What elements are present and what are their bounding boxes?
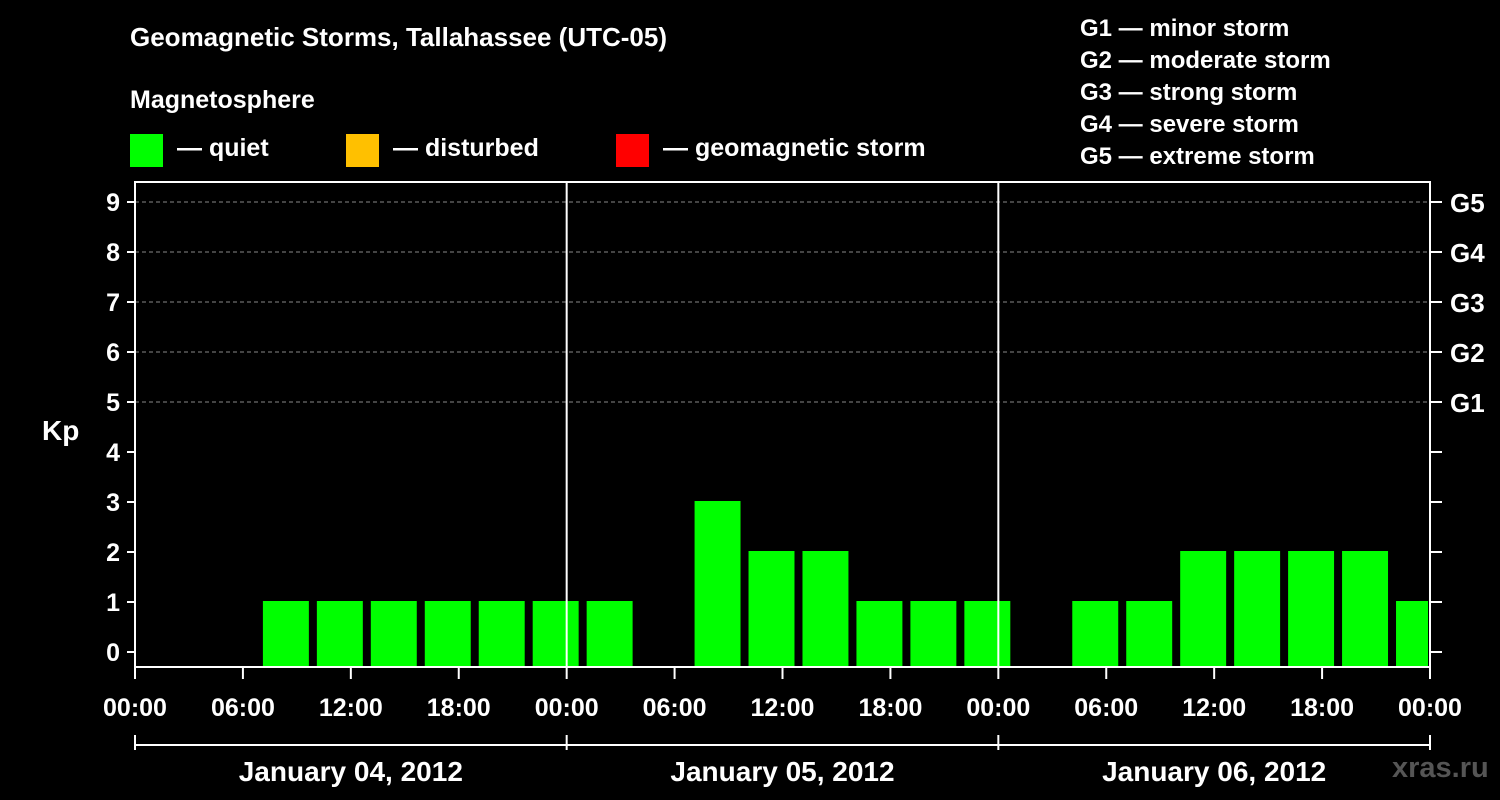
chart-subtitle: Magnetosphere [130, 86, 315, 114]
legend-disturbed-swatch [346, 134, 379, 167]
x-tick-label: 12:00 [1182, 694, 1246, 722]
y-tick-label: 1 [106, 589, 120, 617]
g-level-label: G1 [1450, 388, 1485, 418]
y-tick-label: 5 [106, 389, 120, 417]
kp-bar [694, 501, 741, 667]
y-tick-label: 0 [106, 639, 120, 667]
kp-bar [910, 601, 957, 667]
kp-bar [370, 601, 417, 667]
y-axis-label: Kp [42, 415, 79, 446]
kp-bar [856, 601, 903, 667]
kp-bar [1072, 601, 1119, 667]
g5-legend: G5 — extreme storm [1080, 143, 1315, 170]
g-level-label: G5 [1450, 188, 1485, 218]
g-level-label: G3 [1450, 288, 1485, 318]
g-level-label: G2 [1450, 338, 1485, 368]
y-tick-label: 9 [106, 189, 120, 217]
y-tick-label: 2 [106, 539, 120, 567]
legend-quiet-swatch [130, 134, 163, 167]
kp-bar [586, 601, 633, 667]
g4-legend: G4 — severe storm [1080, 111, 1299, 138]
x-tick-label: 06:00 [211, 694, 275, 722]
kp-bar [262, 601, 309, 667]
x-tick-label: 18:00 [427, 694, 491, 722]
day-label: January 06, 2012 [1102, 756, 1326, 787]
kp-bar [424, 601, 471, 667]
watermark: xras.ru [1392, 752, 1489, 784]
kp-bar [478, 601, 525, 667]
legend-storm-swatch [616, 134, 649, 167]
chart-title: Geomagnetic Storms, Tallahassee (UTC-05) [130, 22, 668, 52]
x-tick-label: 00:00 [535, 694, 599, 722]
kp-bar [1396, 601, 1428, 667]
kp-bar [748, 551, 795, 667]
x-tick-label: 12:00 [751, 694, 815, 722]
kp-bar [1234, 551, 1281, 667]
x-tick-label: 06:00 [1074, 694, 1138, 722]
x-tick-label: 18:00 [858, 694, 922, 722]
kp-bar [802, 551, 849, 667]
legend-storm-label: — geomagnetic storm [663, 134, 926, 162]
kp-bar [532, 601, 579, 667]
kp-bar [1342, 551, 1389, 667]
kp-bar [1288, 551, 1335, 667]
x-tick-label: 00:00 [1398, 694, 1462, 722]
g2-legend: G2 — moderate storm [1080, 47, 1331, 74]
y-tick-label: 6 [106, 339, 120, 367]
x-tick-label: 00:00 [966, 694, 1030, 722]
kp-bar [316, 601, 363, 667]
kp-bar [1180, 551, 1227, 667]
day-label: January 05, 2012 [670, 756, 894, 787]
x-tick-label: 00:00 [103, 694, 167, 722]
g1-legend: G1 — minor storm [1080, 15, 1290, 42]
g-level-label: G4 [1450, 238, 1485, 268]
kp-bar [964, 601, 1011, 667]
y-tick-label: 7 [106, 289, 120, 317]
y-tick-label: 3 [106, 489, 120, 517]
y-tick-label: 4 [106, 439, 120, 467]
y-tick-label: 8 [106, 239, 120, 267]
x-tick-label: 06:00 [643, 694, 707, 722]
g3-legend: G3 — strong storm [1080, 79, 1298, 106]
legend-quiet-label: — quiet [177, 134, 269, 162]
x-tick-label: 12:00 [319, 694, 383, 722]
kp-bar [1126, 601, 1173, 667]
x-tick-label: 18:00 [1290, 694, 1354, 722]
day-label: January 04, 2012 [239, 756, 463, 787]
legend-disturbed-label: — disturbed [393, 134, 539, 162]
